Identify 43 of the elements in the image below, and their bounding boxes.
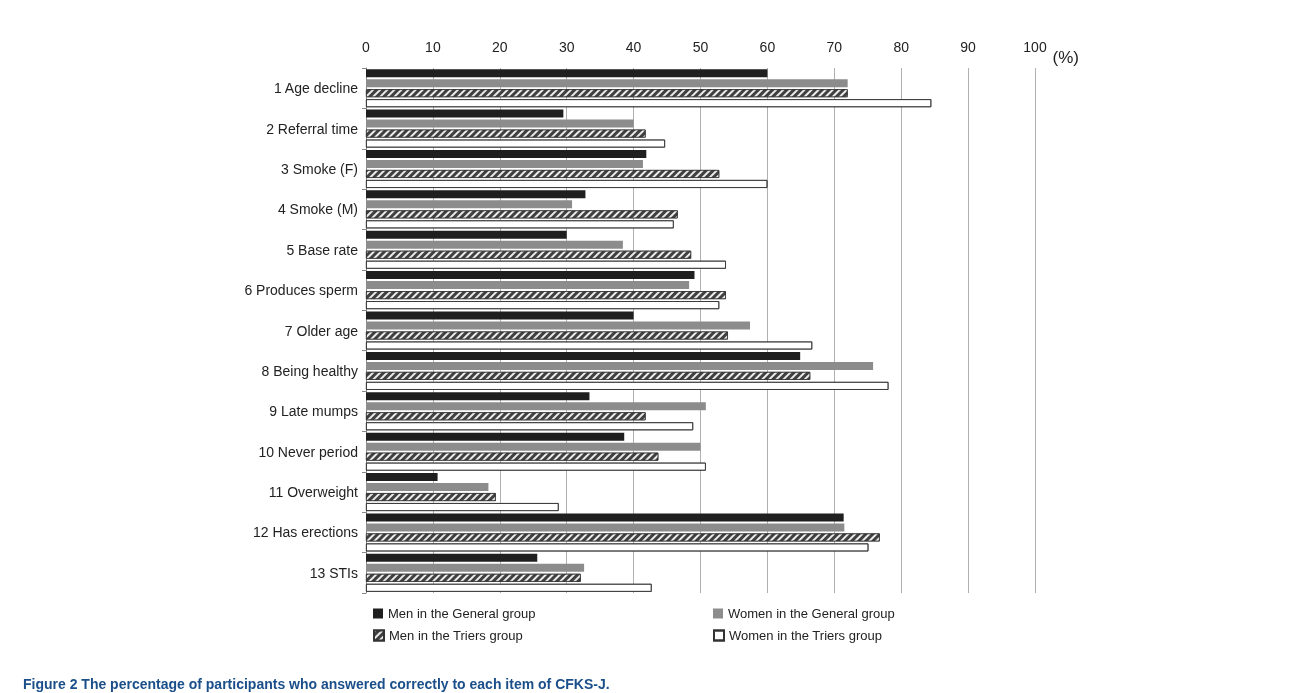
bar [366, 351, 801, 360]
x-tick-label: 60 [759, 39, 776, 55]
x-tick-label: 20 [492, 39, 508, 55]
x-tick-label: 30 [558, 39, 575, 55]
x-tick-label: 40 [625, 39, 642, 55]
x-tick-label: 0 [362, 39, 371, 55]
bar [366, 190, 586, 199]
legend-label: Women in the General group [728, 606, 895, 621]
y-tick-label: 7 Older age [284, 322, 359, 339]
x-tick-label: 100 [1023, 39, 1047, 55]
x-tick-label: 70 [826, 39, 843, 55]
bar [366, 109, 564, 118]
y-tick-label: 1 Age decline [273, 80, 359, 97]
y-tick-label: 10 Never period [258, 443, 358, 460]
y-tick-label: 12 Has erections [252, 524, 358, 541]
bar [366, 230, 567, 239]
y-tick-label: 9 Late mumps [269, 403, 358, 420]
text: Figure 2 The percentage of participants who answered correctly to each item of CFKS-J. [23, 676, 610, 692]
x-tick-label: 90 [960, 39, 977, 55]
bar [366, 473, 438, 482]
x-tick-label: 80 [893, 39, 910, 55]
bar [366, 392, 590, 401]
y-tick-label: 11 Overweight [268, 484, 359, 501]
bar [366, 432, 625, 441]
bar [366, 513, 844, 522]
x-tick-label: 10 [425, 39, 441, 55]
y-tick-label: 8 Being healthy [261, 362, 358, 379]
y-tick-label: 2 Referral time [266, 120, 359, 137]
bar [366, 311, 634, 320]
y-tick-label: 5 Base rate [286, 241, 359, 258]
y-tick-label: 13 STIs [309, 564, 358, 581]
y-tick-label: 6 Produces sperm [244, 282, 358, 299]
bar [366, 69, 768, 78]
x-tick-label: 50 [692, 39, 709, 55]
y-tick-label: 3 Smoke (F) [280, 160, 358, 177]
legend-label: Men in the Triers group [389, 628, 523, 643]
legend-label: Women in the Triers group [729, 628, 882, 643]
y-tick-label: 4 Smoke (M) [277, 201, 358, 218]
bar [366, 149, 647, 158]
bar [366, 553, 538, 562]
legend-label: Men in the General group [388, 606, 536, 621]
x-axis-title: (%) [1052, 48, 1080, 67]
bar [366, 271, 695, 280]
